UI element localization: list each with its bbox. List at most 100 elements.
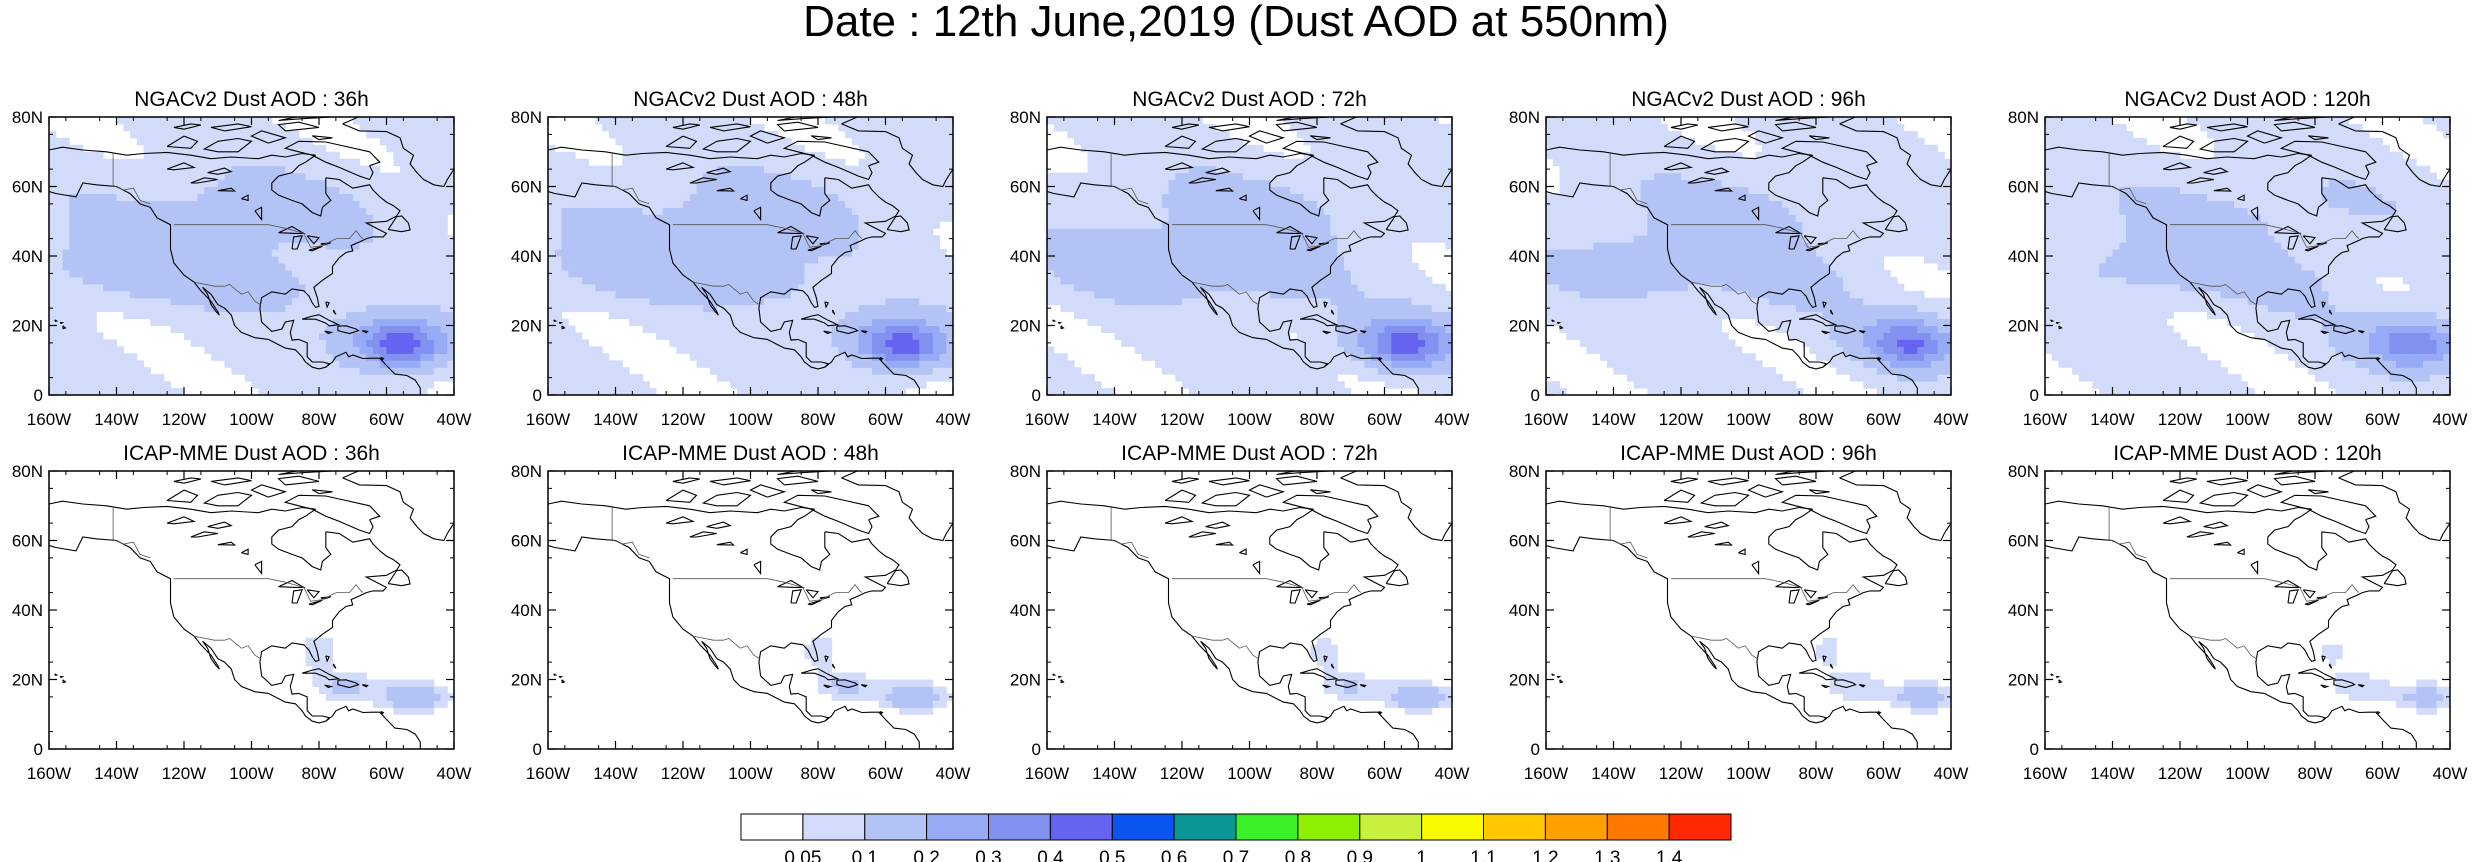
lon-tick-label: 140W bbox=[1092, 764, 1136, 783]
lon-tick-label: 60W bbox=[1367, 410, 1402, 429]
lon-tick-label: 140W bbox=[2090, 764, 2134, 783]
lon-tick-label: 160W bbox=[1524, 410, 1568, 429]
lat-tick-label: 20N bbox=[511, 317, 542, 336]
lon-tick-label: 80W bbox=[2298, 410, 2333, 429]
lat-tick-label: 60N bbox=[12, 532, 43, 551]
lon-tick-label: 140W bbox=[2090, 410, 2134, 429]
lat-tick-label: 80N bbox=[12, 462, 43, 481]
map-panel: ICAP-MME Dust AOD : 120h 160W 140W 120W 100W… bbox=[2008, 442, 2468, 783]
lat-tick-label: 0 bbox=[2030, 740, 2039, 759]
lat-tick-label: 80N bbox=[511, 108, 542, 127]
lon-tick-label: 100W bbox=[1227, 764, 1271, 783]
lon-tick-label: 160W bbox=[27, 410, 71, 429]
colorbar-label: 0.7 bbox=[1223, 848, 1249, 862]
lon-tick-label: 40W bbox=[936, 410, 971, 429]
lon-tick-label: 120W bbox=[162, 410, 206, 429]
lat-tick-label: 40N bbox=[1509, 247, 1540, 266]
lat-tick-label: 40N bbox=[2008, 601, 2039, 620]
colorbar-swatch bbox=[1483, 813, 1546, 841]
lat-tick-label: 60N bbox=[2008, 532, 2039, 551]
colorbar-label: 1 bbox=[1416, 848, 1427, 862]
colorbar-swatch bbox=[1544, 813, 1608, 841]
colorbar-label: 0.6 bbox=[1161, 848, 1187, 862]
colorbar-label: 0.1 bbox=[852, 848, 878, 862]
colorbar-label: 0.3 bbox=[975, 848, 1001, 862]
lat-tick-label: 80N bbox=[511, 462, 542, 481]
dust-aod-field bbox=[2045, 471, 2450, 749]
lon-tick-label: 40W bbox=[1934, 410, 1969, 429]
lat-tick-label: 20N bbox=[2008, 671, 2039, 690]
lon-tick-label: 100W bbox=[229, 764, 273, 783]
lat-tick-label: 40N bbox=[511, 247, 542, 266]
colorbar-swatch bbox=[802, 813, 866, 841]
lon-tick-label: 100W bbox=[2225, 410, 2269, 429]
lon-tick-label: 120W bbox=[1659, 764, 1703, 783]
map-panel: ICAP-MME Dust AOD : 72h 160W 140W 120W 100W 8… bbox=[1010, 442, 1470, 783]
lat-tick-label: 40N bbox=[12, 247, 43, 266]
lon-tick-label: 40W bbox=[437, 764, 472, 783]
lat-tick-label: 40N bbox=[1010, 601, 1041, 620]
lon-tick-label: 160W bbox=[526, 410, 570, 429]
lat-tick-label: 0 bbox=[2030, 386, 2039, 405]
panel-title: NGACv2 Dust AOD : 72h bbox=[1132, 88, 1367, 111]
lat-tick-label: 80N bbox=[12, 108, 43, 127]
lat-tick-label: 80N bbox=[1509, 462, 1540, 481]
lon-tick-label: 40W bbox=[2433, 410, 2468, 429]
colorbar-label: 1.2 bbox=[1532, 848, 1558, 862]
map-panel: NGACv2 Dust AOD : 72h 160W 140W 120W 100W 80W… bbox=[1010, 88, 1470, 429]
lat-tick-label: 80N bbox=[2008, 462, 2039, 481]
colorbar-label: 1.4 bbox=[1656, 848, 1683, 862]
lon-tick-label: 160W bbox=[1025, 410, 1069, 429]
dust-aod-field bbox=[1546, 471, 1951, 749]
panel-title: NGACv2 Dust AOD : 96h bbox=[1631, 88, 1866, 111]
lon-tick-label: 60W bbox=[369, 410, 404, 429]
colorbar-swatch bbox=[1421, 813, 1484, 841]
lon-tick-label: 80W bbox=[1300, 764, 1335, 783]
lon-tick-label: 60W bbox=[2365, 764, 2400, 783]
lon-tick-label: 40W bbox=[2433, 764, 2468, 783]
lon-tick-label: 80W bbox=[801, 410, 836, 429]
lon-tick-label: 120W bbox=[162, 764, 206, 783]
lat-tick-label: 0 bbox=[34, 386, 43, 405]
lon-tick-label: 120W bbox=[2158, 764, 2202, 783]
colorbar-label: 0.2 bbox=[913, 848, 939, 862]
lon-tick-label: 40W bbox=[437, 410, 472, 429]
lon-tick-label: 160W bbox=[2023, 764, 2067, 783]
colorbar-swatch bbox=[864, 813, 928, 841]
lat-tick-label: 60N bbox=[1010, 178, 1041, 197]
colorbar-label: 1.3 bbox=[1594, 848, 1620, 862]
lon-tick-label: 160W bbox=[1025, 764, 1069, 783]
lat-tick-label: 0 bbox=[1531, 386, 1540, 405]
lat-tick-label: 60N bbox=[511, 178, 542, 197]
lon-tick-label: 60W bbox=[369, 764, 404, 783]
coastlines bbox=[2045, 117, 2450, 395]
map-panel: ICAP-MME Dust AOD : 96h 160W 140W 120W 100W 8… bbox=[1509, 442, 1969, 783]
lon-tick-label: 40W bbox=[936, 764, 971, 783]
colorbar-swatch bbox=[740, 813, 804, 841]
lon-tick-label: 120W bbox=[2158, 410, 2202, 429]
panel-title: ICAP-MME Dust AOD : 96h bbox=[1620, 442, 1877, 465]
coastlines bbox=[2045, 471, 2450, 749]
colorbar-swatch bbox=[1235, 813, 1299, 841]
lon-tick-label: 160W bbox=[526, 764, 570, 783]
lon-tick-label: 60W bbox=[2365, 410, 2400, 429]
lon-tick-label: 80W bbox=[1799, 410, 1834, 429]
lat-tick-label: 0 bbox=[1032, 386, 1041, 405]
lon-tick-label: 80W bbox=[302, 410, 337, 429]
dust-aod-field bbox=[1047, 471, 1452, 749]
panel-title: ICAP-MME Dust AOD : 36h bbox=[123, 442, 380, 465]
lat-tick-label: 60N bbox=[12, 178, 43, 197]
lat-tick-label: 20N bbox=[511, 671, 542, 690]
lat-tick-label: 40N bbox=[511, 601, 542, 620]
lat-tick-label: 60N bbox=[1010, 532, 1041, 551]
lat-tick-label: 60N bbox=[511, 532, 542, 551]
panel-title: NGACv2 Dust AOD : 48h bbox=[633, 88, 868, 111]
lon-tick-label: 120W bbox=[1160, 764, 1204, 783]
lat-tick-label: 40N bbox=[1010, 247, 1041, 266]
lon-tick-label: 140W bbox=[1092, 410, 1136, 429]
lon-tick-label: 140W bbox=[1591, 764, 1635, 783]
colorbar-label: 0.9 bbox=[1347, 848, 1373, 862]
lat-tick-label: 60N bbox=[2008, 178, 2039, 197]
map-panel: NGACv2 Dust AOD : 96h 160W 140W 120W 100W 80W… bbox=[1509, 88, 1969, 429]
